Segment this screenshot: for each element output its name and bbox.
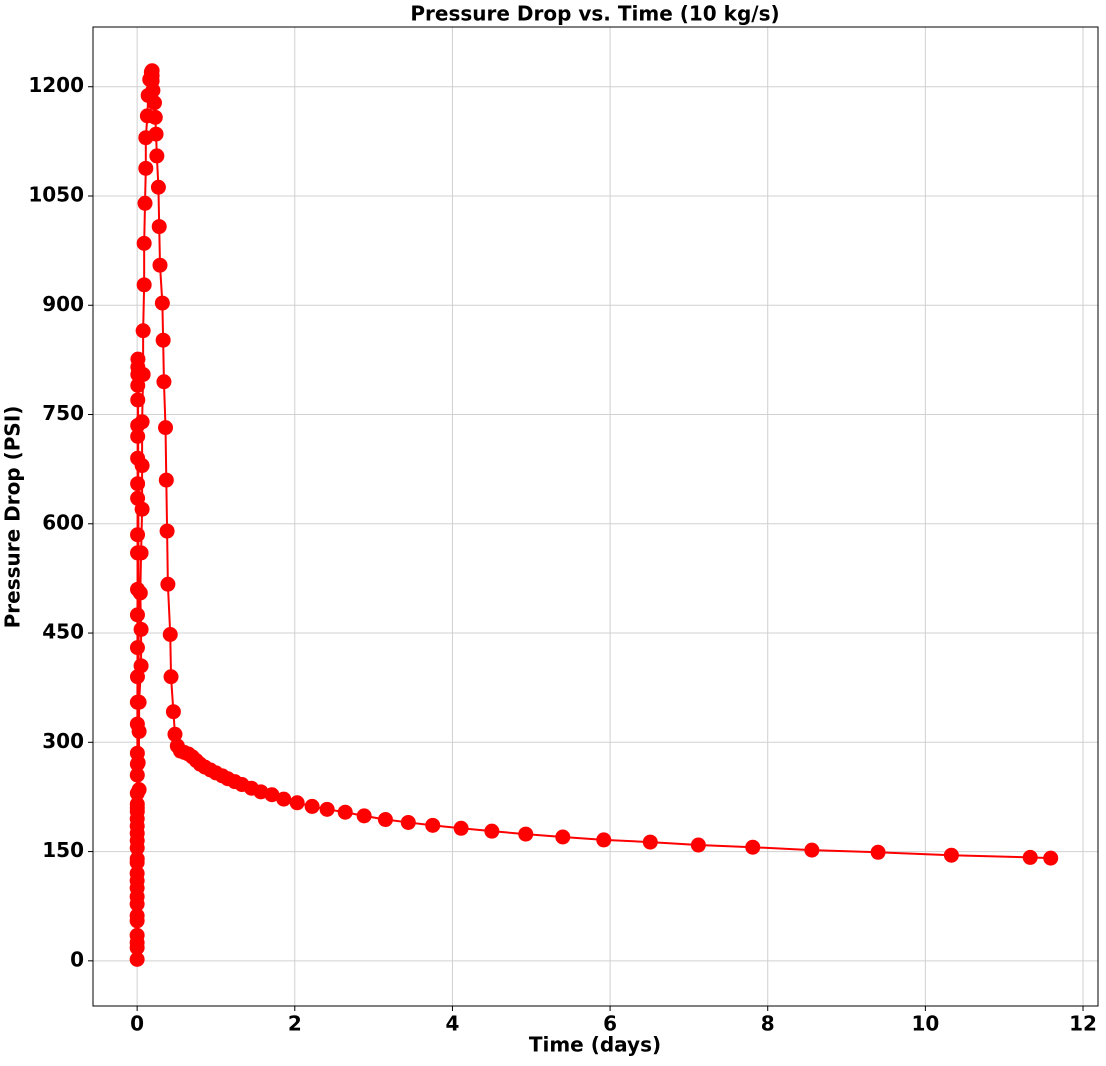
- data-point: [148, 126, 164, 142]
- data-point: [131, 782, 147, 798]
- data-point: [484, 823, 500, 839]
- x-tick-label: 10: [911, 1012, 939, 1036]
- data-point: [156, 374, 172, 390]
- data-point: [133, 621, 149, 637]
- x-tick-label: 4: [445, 1012, 459, 1036]
- data-point: [133, 658, 149, 674]
- data-point: [129, 865, 145, 881]
- data-point: [136, 235, 152, 251]
- data-point: [145, 82, 161, 98]
- y-axis-label: Pressure Drop (PSI): [1, 406, 25, 629]
- y-tick-label: 600: [42, 510, 84, 534]
- data-point: [555, 829, 571, 845]
- data-point: [1043, 850, 1059, 866]
- data-point: [289, 795, 305, 811]
- plot-frame: [92, 26, 1099, 1007]
- data-point: [163, 669, 179, 685]
- y-tick-label: 150: [42, 838, 84, 862]
- data-point: [135, 323, 151, 339]
- data-point: [133, 545, 149, 561]
- data-point: [130, 755, 146, 771]
- data-point: [870, 844, 886, 860]
- data-point: [129, 927, 145, 943]
- data-point: [356, 808, 372, 824]
- data-point: [943, 847, 959, 863]
- y-tick-label: 750: [42, 401, 84, 425]
- data-point: [147, 109, 163, 125]
- data-point: [264, 787, 280, 803]
- data-point: [319, 801, 335, 817]
- data-point: [276, 791, 292, 807]
- data-point: [154, 295, 170, 311]
- data-point: [158, 472, 174, 488]
- data-point: [131, 723, 147, 739]
- data-line: [136, 70, 1051, 960]
- y-tick-label: 300: [42, 729, 84, 753]
- chart-title: Pressure Drop vs. Time (10 kg/s): [410, 2, 779, 26]
- data-point: [134, 414, 150, 430]
- x-tick-label: 6: [603, 1012, 617, 1036]
- data-point: [129, 607, 145, 623]
- x-tick-label: 0: [130, 1012, 144, 1036]
- data-point: [1022, 849, 1038, 865]
- y-tick-label: 450: [42, 620, 84, 644]
- data-point: [135, 366, 151, 382]
- data-point: [131, 694, 147, 710]
- data-point: [804, 842, 820, 858]
- data-point: [167, 726, 183, 742]
- data-point: [425, 817, 441, 833]
- x-tick-label: 8: [761, 1012, 775, 1036]
- data-point: [149, 148, 165, 164]
- x-tick-label: 12: [1069, 1012, 1097, 1036]
- data-point: [304, 798, 320, 814]
- data-point: [129, 640, 145, 656]
- data-point: [130, 351, 146, 367]
- data-point: [129, 908, 145, 924]
- data-point: [132, 585, 148, 601]
- data-point: [130, 392, 146, 408]
- data-point: [130, 476, 146, 492]
- data-point: [137, 195, 153, 211]
- y-tick-label: 0: [70, 947, 84, 971]
- data-point: [518, 826, 534, 842]
- data-point: [745, 839, 761, 855]
- data-point: [377, 812, 393, 828]
- data-point: [162, 627, 178, 643]
- data-point: [337, 804, 353, 820]
- data-point: [129, 796, 145, 812]
- data-point: [151, 219, 167, 235]
- x-tick-label: 2: [288, 1012, 302, 1036]
- data-point: [134, 501, 150, 517]
- data-point: [150, 179, 166, 195]
- y-tick-label: 1200: [28, 73, 84, 97]
- data-point: [642, 834, 658, 850]
- data-point: [130, 527, 146, 543]
- y-tick-label: 1050: [28, 182, 84, 206]
- data-point: [690, 837, 706, 853]
- data-point: [129, 767, 145, 783]
- data-point: [138, 160, 154, 176]
- data-point: [136, 277, 152, 293]
- data-point: [129, 951, 145, 967]
- y-tick-label: 900: [42, 292, 84, 316]
- data-point: [152, 257, 168, 273]
- data-point: [129, 851, 145, 867]
- data-point: [159, 523, 175, 539]
- data-point: [453, 820, 469, 836]
- data-point: [596, 832, 612, 848]
- data-point: [155, 332, 171, 348]
- data-point: [165, 704, 181, 720]
- x-axis-label: Time (days): [529, 1033, 661, 1057]
- data-point: [134, 458, 150, 474]
- data-point: [146, 95, 162, 111]
- data-point: [160, 576, 176, 592]
- data-point: [130, 428, 146, 444]
- data-point: [158, 420, 174, 436]
- data-point: [400, 814, 416, 830]
